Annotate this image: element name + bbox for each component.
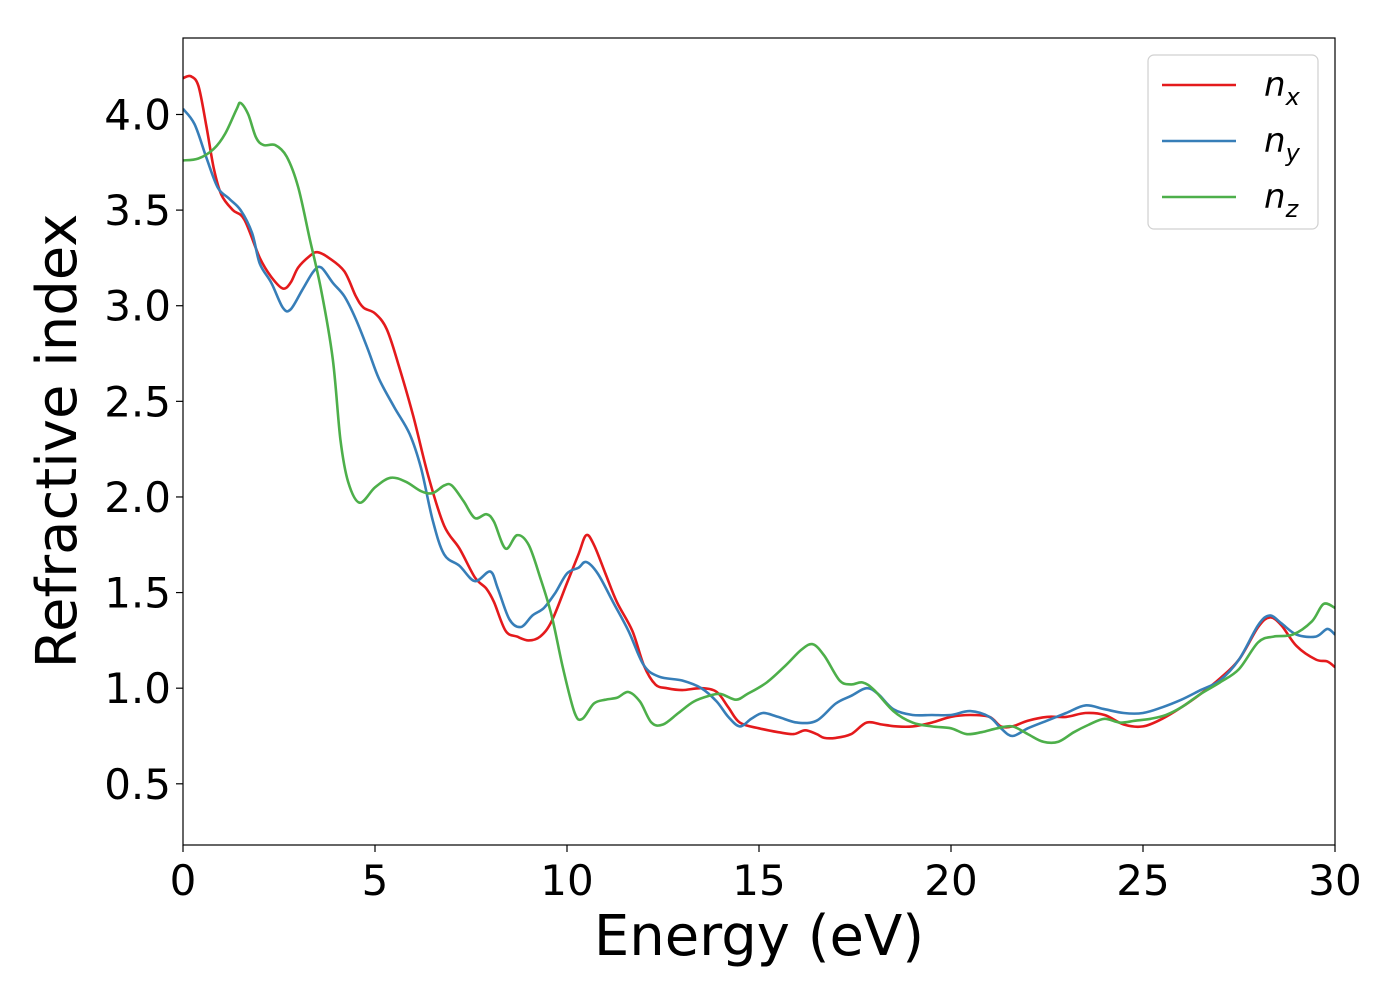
x-axis: 0 5 10 15 20 25 30 (170, 845, 1362, 905)
y-tick-label: 3.5 (104, 186, 171, 235)
series-layer (183, 74, 1335, 745)
legend-label-n-z: nz (1264, 177, 1300, 223)
legend-label-n-x: nx (1264, 65, 1301, 111)
x-tick-label: 5 (362, 856, 389, 905)
series-line-n-y (183, 107, 1335, 738)
y-tick-label: 3.0 (104, 282, 171, 331)
y-tick-label: 2.0 (104, 473, 171, 522)
y-tick-label: 1.0 (104, 664, 171, 713)
y-tick-label: 4.0 (104, 90, 171, 139)
y-tick-label: 0.5 (104, 760, 171, 809)
y-axis-title: Refractive index (25, 214, 90, 669)
series-line-n-z (183, 101, 1335, 745)
x-tick-label: 20 (924, 856, 977, 905)
plot-area (183, 38, 1335, 845)
y-tick-label: 2.5 (104, 377, 171, 426)
legend-label-n-y: ny (1264, 121, 1301, 167)
x-tick-label: 30 (1308, 856, 1361, 905)
y-tick-label: 1.5 (104, 569, 171, 618)
x-tick-label: 25 (1116, 856, 1169, 905)
y-axis: 0.5 1.0 1.5 2.0 2.5 3.0 3.5 4.0 (104, 90, 183, 809)
series-line-n-x (183, 74, 1335, 740)
x-tick-label: 0 (170, 856, 197, 905)
x-tick-label: 15 (732, 856, 785, 905)
legend: nx ny nz (1147, 54, 1319, 230)
x-axis-title: Energy (eV) (594, 904, 924, 969)
x-tick-label: 10 (540, 856, 593, 905)
